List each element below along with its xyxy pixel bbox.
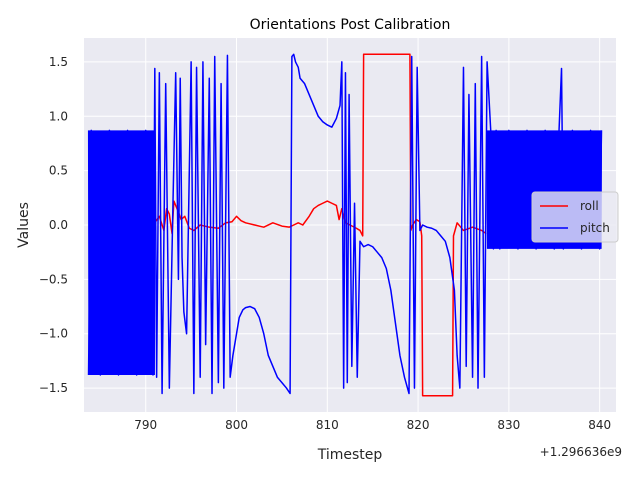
legend-label-pitch: pitch [580,221,610,235]
x-tick-label: 800 [225,418,248,432]
x-tick-label: 790 [134,418,157,432]
series-band-pitch [87,130,156,376]
y-tick-label: 0.0 [49,218,68,232]
series-line-pitch [87,53,603,395]
legend-box [531,191,619,243]
x-tick-label: 830 [497,418,520,432]
y-tick-label: 1.5 [49,55,68,69]
x-axis-offset-label: +1.296636e9 [540,445,622,459]
y-tick-label: 0.5 [49,164,68,178]
x-axis-ticks: 790 800 810 820 830 840 [134,418,611,432]
x-tick-label: 840 [588,418,611,432]
y-tick-label: −1.0 [39,327,68,341]
chart-title: Orientations Post Calibration [250,17,451,33]
y-tick-label: 1.0 [49,109,68,123]
x-tick-label: 820 [407,418,430,432]
y-axis-label: Values [16,202,32,248]
y-axis-ticks: −1.5 −1.0 −0.5 0.0 0.5 1.0 1.5 [39,55,68,395]
x-tick-label: 810 [316,418,339,432]
y-tick-label: −0.5 [39,272,68,286]
x-axis-label: Timestep [317,447,383,463]
series-layer [87,53,603,397]
series-band-pitch [486,130,603,249]
legend: roll pitch [531,191,619,243]
y-tick-label: −1.5 [39,381,68,395]
legend-label-roll: roll [580,199,599,213]
